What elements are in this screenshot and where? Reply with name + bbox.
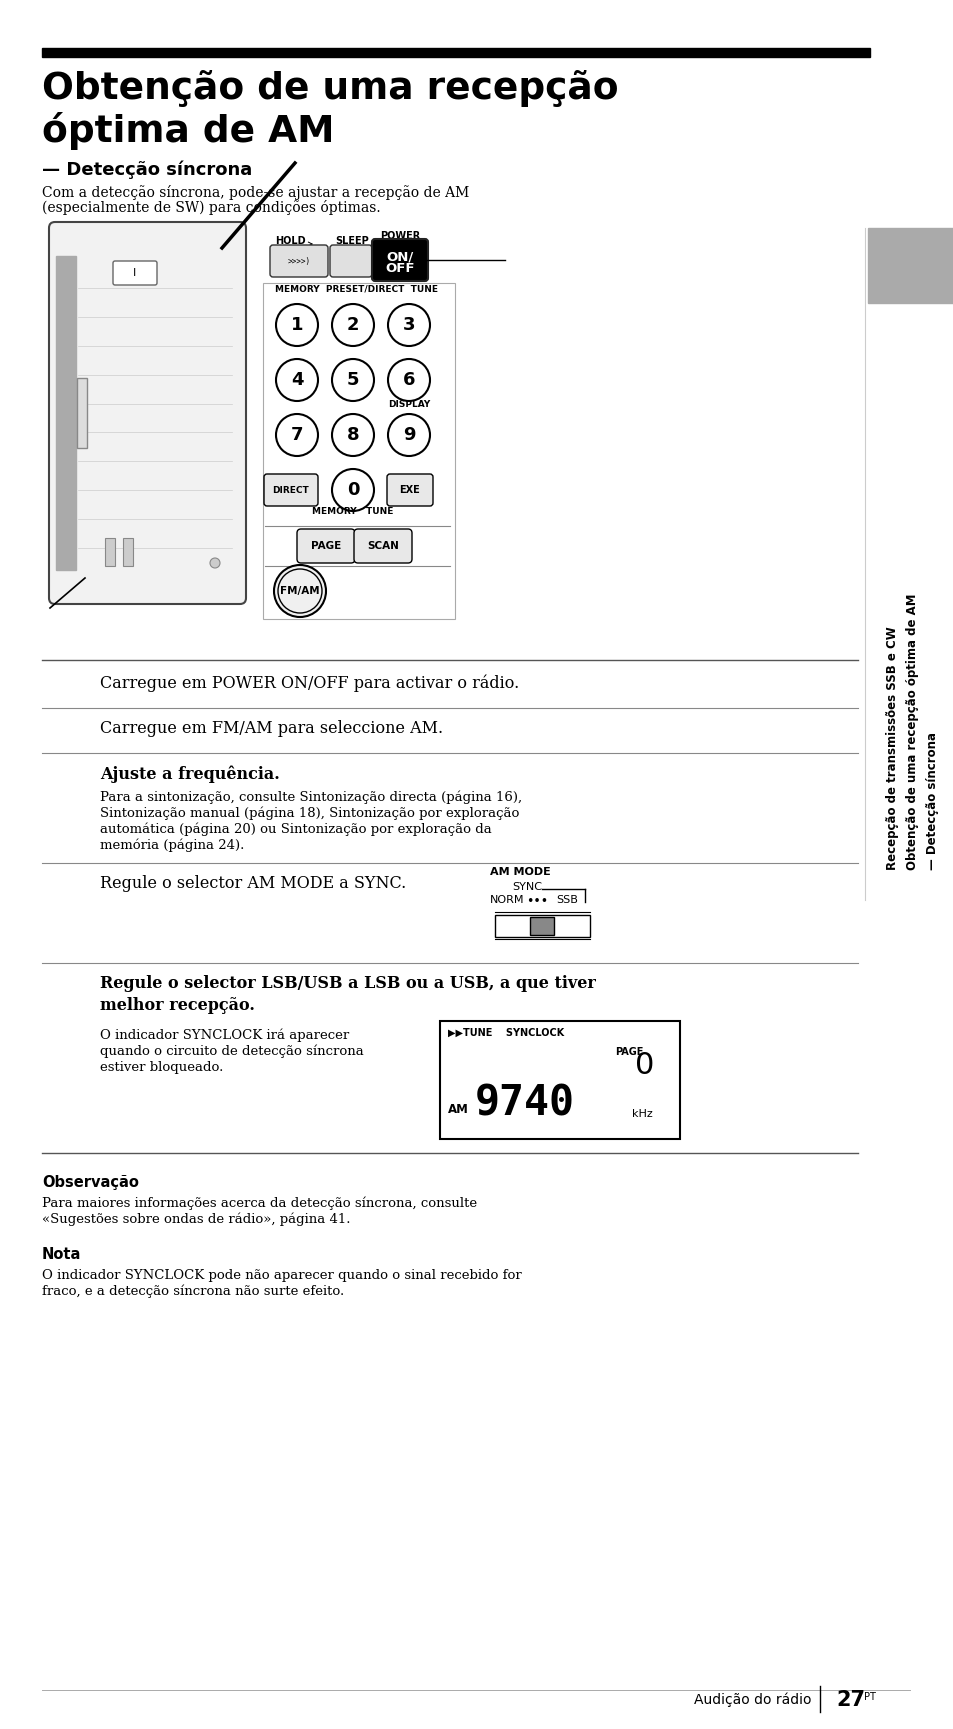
Text: SSB: SSB xyxy=(556,896,578,904)
FancyBboxPatch shape xyxy=(112,261,157,285)
Text: (especialmente de SW) para condições óptimas.: (especialmente de SW) para condições ópt… xyxy=(42,201,380,214)
Circle shape xyxy=(274,565,326,617)
Text: Para maiores informações acerca da detecção síncrona, consulte: Para maiores informações acerca da detec… xyxy=(42,1196,477,1210)
Text: DISPLAY: DISPLAY xyxy=(388,399,430,410)
Text: ON/: ON/ xyxy=(386,251,414,263)
FancyBboxPatch shape xyxy=(264,474,317,507)
Text: 6: 6 xyxy=(402,372,415,389)
Text: PAGE: PAGE xyxy=(615,1048,642,1056)
Text: •••: ••• xyxy=(525,896,548,908)
Text: O indicador SYNCLOCK pode não aparecer quando o sinal recebido for: O indicador SYNCLOCK pode não aparecer q… xyxy=(42,1269,521,1281)
Text: OFF: OFF xyxy=(385,263,415,275)
Bar xyxy=(867,228,953,303)
Text: automática (página 20) ou Sintonização por exploração da: automática (página 20) ou Sintonização p… xyxy=(100,821,491,835)
Bar xyxy=(439,1022,679,1139)
Text: DIRECT: DIRECT xyxy=(273,486,309,494)
Bar xyxy=(105,538,115,565)
Text: 9740: 9740 xyxy=(475,1082,575,1126)
Text: 3: 3 xyxy=(402,316,415,334)
Text: Regule o selector AM MODE a SYNC.: Regule o selector AM MODE a SYNC. xyxy=(100,875,406,892)
Text: >>>>): >>>>) xyxy=(287,256,311,266)
Text: — Detecção síncrona: — Detecção síncrona xyxy=(42,161,252,178)
Bar xyxy=(77,379,87,448)
Text: SCAN: SCAN xyxy=(367,541,398,552)
Text: O indicador SYNCLOCK irá aparecer: O indicador SYNCLOCK irá aparecer xyxy=(100,1029,349,1043)
Circle shape xyxy=(210,558,220,569)
Text: AM: AM xyxy=(448,1103,468,1115)
Text: Carregue em FM/AM para seleccione AM.: Carregue em FM/AM para seleccione AM. xyxy=(100,719,442,737)
Text: 27: 27 xyxy=(835,1689,864,1710)
Text: MEMORY  PRESET/DIRECT  TUNE: MEMORY PRESET/DIRECT TUNE xyxy=(274,284,437,292)
Bar xyxy=(56,256,76,571)
Text: I: I xyxy=(133,268,136,278)
Text: «Sugestões sobre ondas de rádio», página 41.: «Sugestões sobre ondas de rádio», página… xyxy=(42,1214,350,1226)
Text: 4: 4 xyxy=(291,372,303,389)
FancyBboxPatch shape xyxy=(49,221,246,603)
Text: Observação: Observação xyxy=(42,1176,139,1190)
Text: Com a detecção síncrona, pode-se ajustar a recepção de AM: Com a detecção síncrona, pode-se ajustar… xyxy=(42,185,469,201)
Text: MEMORY   TUNE: MEMORY TUNE xyxy=(312,507,394,515)
Text: 0: 0 xyxy=(635,1051,654,1081)
FancyBboxPatch shape xyxy=(330,246,372,277)
Bar xyxy=(263,284,455,619)
Bar xyxy=(123,538,132,565)
FancyBboxPatch shape xyxy=(387,474,433,507)
Text: 1: 1 xyxy=(291,316,303,334)
Text: — Detecção síncrona: — Detecção síncrona xyxy=(925,731,939,870)
FancyBboxPatch shape xyxy=(296,529,355,564)
FancyBboxPatch shape xyxy=(372,239,428,282)
Text: 8: 8 xyxy=(346,425,359,444)
Text: 9: 9 xyxy=(402,425,415,444)
Text: Para a sintonização, consulte Sintonização directa (página 16),: Para a sintonização, consulte Sintonizaç… xyxy=(100,790,521,804)
Text: ▶▶TUNE    SYNCLOCK: ▶▶TUNE SYNCLOCK xyxy=(448,1029,563,1037)
Text: PAGE: PAGE xyxy=(311,541,341,552)
FancyBboxPatch shape xyxy=(270,246,328,277)
Text: 2: 2 xyxy=(346,316,359,334)
Text: Obtenção de uma recepção: Obtenção de uma recepção xyxy=(42,69,618,107)
Text: HOLD: HOLD xyxy=(274,235,305,246)
Text: POWER: POWER xyxy=(379,232,419,240)
Text: Regule o selector LSB/USB a LSB ou a USB, a que tiver: Regule o selector LSB/USB a LSB ou a USB… xyxy=(100,975,596,992)
Text: SYNC: SYNC xyxy=(512,882,541,892)
Text: AM MODE: AM MODE xyxy=(490,866,550,877)
Text: 0: 0 xyxy=(346,481,359,500)
Text: PT: PT xyxy=(863,1693,875,1701)
Text: estiver bloqueado.: estiver bloqueado. xyxy=(100,1062,223,1074)
Text: NORM: NORM xyxy=(490,896,524,904)
Bar xyxy=(530,916,554,935)
Bar xyxy=(42,48,869,57)
Text: Carregue em POWER ON/OFF para activar o rádio.: Carregue em POWER ON/OFF para activar o … xyxy=(100,674,518,693)
Text: memória (página 24).: memória (página 24). xyxy=(100,839,244,851)
Text: quando o circuito de detecção síncrona: quando o circuito de detecção síncrona xyxy=(100,1044,363,1058)
Text: Nota: Nota xyxy=(42,1247,81,1262)
Text: Audição do rádio: Audição do rádio xyxy=(694,1693,811,1707)
Text: SLEEP: SLEEP xyxy=(335,235,369,246)
Text: fraco, e a detecção síncrona não surte efeito.: fraco, e a detecção síncrona não surte e… xyxy=(42,1285,344,1298)
Bar xyxy=(495,915,589,937)
Text: kHz: kHz xyxy=(631,1108,652,1119)
Text: Sintonização manual (página 18), Sintonização por exploração: Sintonização manual (página 18), Sintoni… xyxy=(100,806,518,820)
Text: melhor recepção.: melhor recepção. xyxy=(100,998,254,1013)
Text: FM/AM: FM/AM xyxy=(280,586,319,597)
Text: Obtenção de uma recepção óptima de AM: Obtenção de uma recepção óptima de AM xyxy=(905,593,919,870)
Text: 5: 5 xyxy=(346,372,359,389)
FancyBboxPatch shape xyxy=(354,529,412,564)
Text: óptima de AM: óptima de AM xyxy=(42,112,335,150)
Text: 7: 7 xyxy=(291,425,303,444)
Text: Recepção de transmissões SSB e CW: Recepção de transmissões SSB e CW xyxy=(885,626,899,870)
Text: EXE: EXE xyxy=(399,486,420,494)
Text: Ajuste a frequência.: Ajuste a frequência. xyxy=(100,764,279,783)
